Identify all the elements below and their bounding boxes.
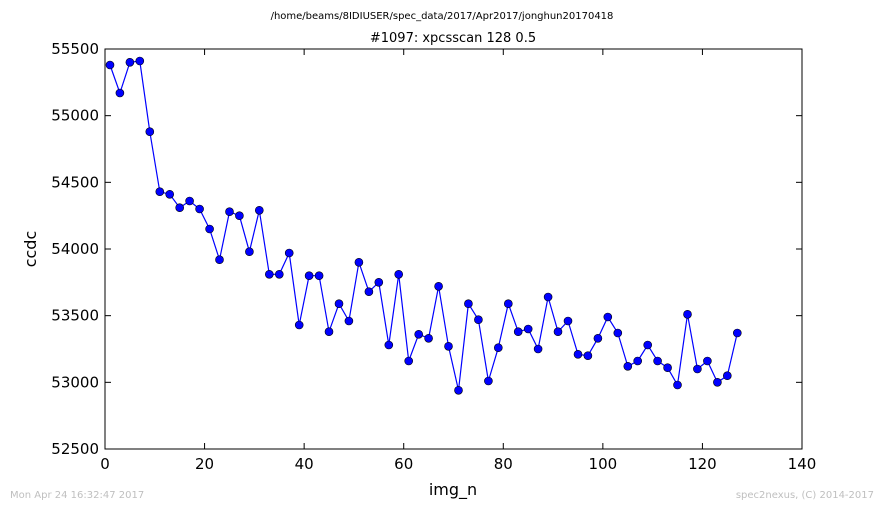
- data-point: [663, 363, 672, 373]
- data-point: [384, 340, 394, 350]
- x-tick-label: 0: [100, 455, 110, 473]
- data-point: [175, 203, 184, 212]
- data-point: [533, 344, 543, 354]
- data-point: [145, 127, 155, 136]
- y-tick-label: 54000: [51, 240, 99, 258]
- x-axis-label: img_n: [429, 480, 477, 500]
- data-point: [484, 376, 493, 386]
- x-tick-label: 40: [295, 455, 314, 473]
- y-tick-label: 53000: [51, 373, 99, 391]
- chart-title: #1097: xpcsscan 128 0.5: [370, 31, 536, 46]
- data-point: [593, 333, 603, 343]
- data-point: [683, 309, 692, 319]
- data-point: [324, 327, 334, 337]
- data-point: [454, 385, 463, 395]
- data-point: [414, 329, 424, 339]
- data-point: [693, 364, 702, 374]
- data-point: [633, 356, 643, 366]
- y-tick-label: 55000: [51, 107, 99, 125]
- data-point: [543, 292, 553, 302]
- y-tick-label: 54500: [51, 173, 99, 191]
- data-point: [434, 281, 443, 291]
- data-point: [573, 349, 583, 359]
- x-tick-label: 20: [195, 455, 214, 473]
- y-tick-label: 52500: [51, 440, 99, 458]
- data-point: [732, 328, 742, 338]
- plot-frame: [104, 48, 803, 450]
- data-point: [274, 269, 284, 279]
- data-point: [523, 324, 533, 334]
- data-point: [643, 340, 653, 350]
- data-point: [155, 187, 165, 196]
- data-point: [703, 356, 712, 366]
- data-point: [493, 343, 503, 353]
- data-point: [583, 351, 593, 361]
- data-point: [334, 299, 344, 309]
- data-point: [225, 207, 234, 216]
- footer-credit: spec2nexus, (C) 2014-2017: [735, 490, 874, 501]
- data-point: [135, 56, 145, 66]
- data-point: [404, 356, 414, 366]
- plot-area: 0 20 40 60 80 100 120 140 52500 53000 53500 54000 54…: [51, 40, 816, 473]
- data-point: [713, 377, 722, 387]
- data-point: [424, 333, 433, 343]
- data-point: [513, 327, 523, 337]
- data-point: [653, 356, 662, 366]
- data-point: [364, 287, 374, 297]
- chart-suptitle: /home/beams/8IDIUSER/spec_data/2017/Apr2…: [271, 11, 614, 22]
- data-point: [354, 257, 364, 267]
- data-point: [464, 299, 473, 309]
- data-point: [474, 315, 483, 325]
- x-tick-label: 100: [589, 455, 618, 473]
- data-point: [563, 316, 573, 326]
- data-point: [245, 247, 254, 256]
- y-axis-label: ccdc: [21, 231, 40, 268]
- series-line: [109, 60, 738, 391]
- data-point: [304, 271, 314, 281]
- y-tick-label: 53500: [51, 307, 99, 325]
- data-point: [314, 271, 324, 281]
- data-point: [235, 211, 244, 220]
- y-tick-label: 55500: [51, 40, 99, 58]
- data-point: [673, 380, 682, 390]
- x-tick-label: 80: [494, 455, 513, 473]
- x-tick-label: 60: [394, 455, 413, 473]
- data-point: [205, 224, 214, 234]
- data-point: [722, 371, 732, 381]
- data-point: [195, 204, 204, 214]
- data-point: [185, 196, 194, 206]
- data-point: [623, 361, 633, 371]
- data-point: [613, 328, 623, 338]
- footer-timestamp: Mon Apr 24 16:32:47 2017: [10, 490, 145, 501]
- data-point: [374, 277, 384, 287]
- data-point: [444, 341, 453, 351]
- x-tick-label: 140: [788, 455, 817, 473]
- data-point: [294, 320, 304, 330]
- data-point: [394, 269, 404, 279]
- data-point: [105, 60, 115, 70]
- data-point: [254, 206, 264, 215]
- data-point: [215, 255, 224, 265]
- data-point: [284, 248, 294, 258]
- data-point: [165, 190, 174, 199]
- x-tick-label: 120: [688, 455, 717, 473]
- data-point: [344, 316, 354, 326]
- data-point: [264, 269, 274, 279]
- data-point: [115, 88, 125, 98]
- data-point: [603, 312, 613, 322]
- data-point: [553, 327, 563, 337]
- data-point: [125, 57, 135, 67]
- data-point: [503, 299, 513, 309]
